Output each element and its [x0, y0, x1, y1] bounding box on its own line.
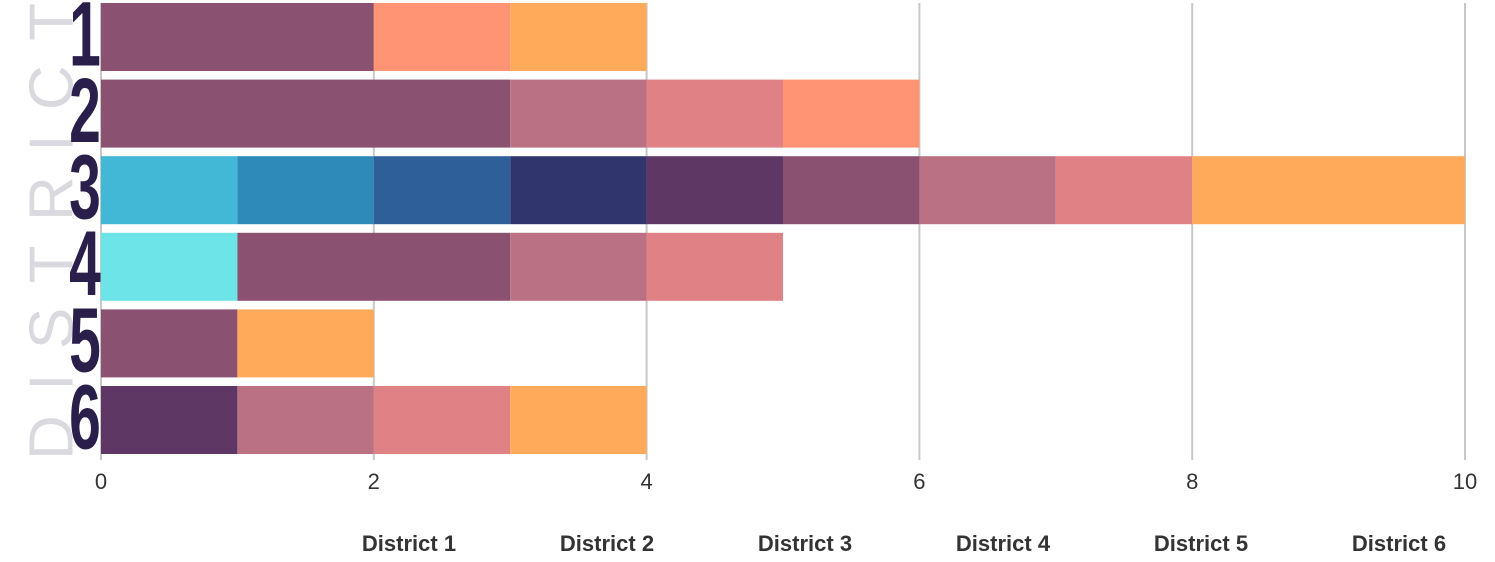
bar-segment — [237, 232, 511, 301]
legend-label: District 4 — [956, 531, 1051, 556]
bar-segment — [237, 309, 374, 378]
bar-segment — [510, 79, 647, 148]
bar-segment — [373, 386, 511, 454]
bar-segment — [510, 3, 647, 71]
category-label: 1 — [69, 0, 101, 86]
bar-segment — [510, 232, 647, 301]
bar-segment — [101, 309, 238, 378]
bar-segment — [510, 156, 647, 225]
bar-segment — [237, 386, 374, 454]
bar-segment — [1055, 156, 1193, 225]
bar-segment — [646, 79, 783, 148]
category-label: 5 — [69, 290, 101, 392]
category-label: 4 — [69, 213, 101, 315]
bar-segment — [783, 79, 920, 148]
bar-segment — [646, 156, 783, 225]
bar-segment — [783, 156, 920, 225]
bar-segment — [373, 156, 511, 225]
legend-label: District 1 — [362, 531, 456, 556]
bar-segment — [101, 79, 511, 148]
bar-segment — [101, 156, 238, 225]
bar-segment — [646, 232, 783, 301]
category-label: 2 — [69, 60, 101, 162]
legend-label: District 2 — [560, 531, 654, 556]
category-label: 3 — [69, 137, 101, 239]
x-tick-label: 8 — [1186, 469, 1198, 494]
bar-segment — [101, 232, 238, 301]
bar-segment — [510, 386, 647, 454]
bar-segment — [373, 3, 511, 71]
x-tick-label: 4 — [640, 469, 652, 494]
bar-segment — [101, 386, 238, 454]
x-tick-label: 6 — [913, 469, 925, 494]
category-label: 6 — [69, 367, 101, 469]
legend-label: District 6 — [1352, 531, 1446, 556]
legend-label: District 5 — [1154, 531, 1248, 556]
bar-segment — [919, 156, 1056, 225]
x-tick-label: 10 — [1453, 469, 1477, 494]
bar-segment — [1192, 156, 1465, 225]
x-tick-label: 2 — [368, 469, 380, 494]
x-tick-label: 0 — [95, 469, 107, 494]
legend-label: District 3 — [758, 531, 852, 556]
bar-segment — [237, 156, 374, 225]
bar-segment — [101, 3, 374, 71]
